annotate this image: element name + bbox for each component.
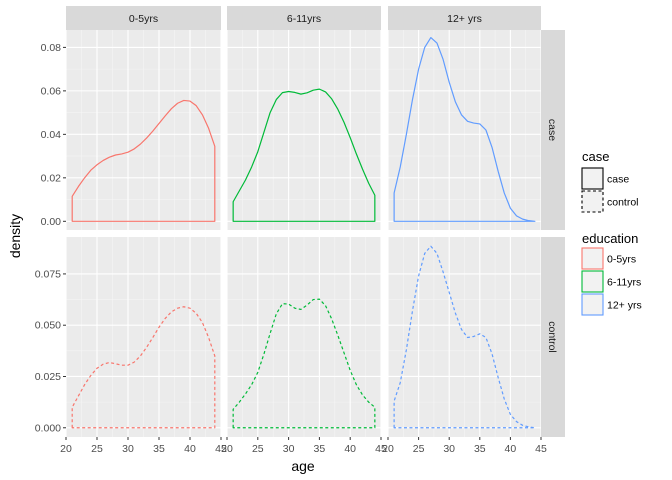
panel-control-6-11yrs — [226, 237, 382, 437]
facet-strip-right — [541, 30, 565, 230]
x-tick-label: 40 — [505, 443, 517, 455]
facet-strip-top — [66, 6, 221, 30]
facet-strip-label: case — [546, 119, 558, 141]
panel-control-12+ yrs — [387, 237, 542, 437]
facet-strip-right — [541, 237, 565, 437]
panel-case-6-11yrs — [226, 30, 382, 230]
y-tick-label: 0.075 — [35, 268, 61, 280]
x-tick-label: 20 — [60, 443, 72, 455]
x-tick-label: 30 — [283, 443, 295, 455]
panel-case-12+ yrs — [387, 30, 542, 230]
x-tick-label: 35 — [314, 443, 326, 455]
x-tick-label: 20 — [382, 443, 394, 455]
facet-strip-label: 12+ yrs — [447, 13, 482, 25]
x-tick-label: 35 — [474, 443, 486, 455]
y-tick-label: 0.08 — [41, 42, 62, 54]
facet-strip-label: 0-5yrs — [129, 13, 158, 25]
legend-key-education — [581, 270, 604, 293]
y-tick-label: 0.025 — [35, 371, 61, 383]
density-line-control-12-yrs — [393, 245, 536, 429]
y-tick-label: 0.000 — [35, 422, 61, 434]
legend-key-education — [581, 293, 604, 316]
legend-title-case: case — [582, 149, 609, 164]
axes: 0.00 0.02 0.04 0.06 0.08 0.000 0.025 0.050 0.075… — [35, 42, 547, 455]
y-tick-label: 0.06 — [41, 85, 62, 97]
legends: case case control education 0-5yrs 6-11yrs 12+… — [581, 149, 642, 316]
legend-label-education: 6-11yrs — [607, 277, 641, 289]
panels — [65, 30, 542, 437]
x-tick-label: 25 — [413, 443, 425, 455]
x-axis-title: age — [291, 458, 315, 474]
facet-strips: 0-5yrs 6-11yrs 12+ yrs case control — [66, 6, 565, 437]
facet-strip-top — [388, 6, 541, 30]
x-tick-label: 45 — [215, 443, 227, 455]
legend-label-education: 12+ yrs — [607, 300, 642, 312]
y-tick-label: 0.050 — [35, 320, 61, 332]
facet-strip-label: control — [546, 321, 558, 353]
legend-key-case — [581, 167, 604, 190]
density-line-case-6-11yrs — [232, 88, 376, 222]
x-tick-label: 25 — [91, 443, 103, 455]
x-tick-label: 45 — [375, 443, 387, 455]
legend-label-case: case — [607, 174, 629, 186]
x-tick-label: 45 — [535, 443, 547, 455]
x-tick-label: 30 — [443, 443, 455, 455]
legend-label-education: 0-5yrs — [607, 254, 636, 266]
legend-label-control: control — [607, 197, 639, 209]
y-axis-title: density — [7, 214, 23, 258]
y-tick-label: 0.00 — [41, 216, 62, 228]
x-tick-label: 30 — [122, 443, 134, 455]
facet-strip-top — [227, 6, 381, 30]
density-line-control-0-5yrs — [71, 306, 216, 429]
x-tick-label: 40 — [184, 443, 196, 455]
legend-key-education — [581, 247, 604, 270]
panel-control-0-5yrs — [65, 237, 222, 437]
y-tick-label: 0.04 — [41, 129, 62, 141]
density-line-case-12-yrs — [393, 37, 536, 222]
facet-strip-label: 6-11yrs — [287, 13, 321, 25]
panel-case-0-5yrs — [65, 30, 222, 230]
x-tick-label: 40 — [344, 443, 356, 455]
legend-title-education: education — [582, 231, 638, 246]
x-tick-label: 35 — [153, 443, 165, 455]
y-tick-label: 0.02 — [41, 172, 62, 184]
x-tick-label: 25 — [252, 443, 264, 455]
legend-key-control — [581, 190, 604, 213]
density-line-case-0-5yrs — [71, 99, 216, 222]
x-tick-label: 20 — [221, 443, 233, 455]
